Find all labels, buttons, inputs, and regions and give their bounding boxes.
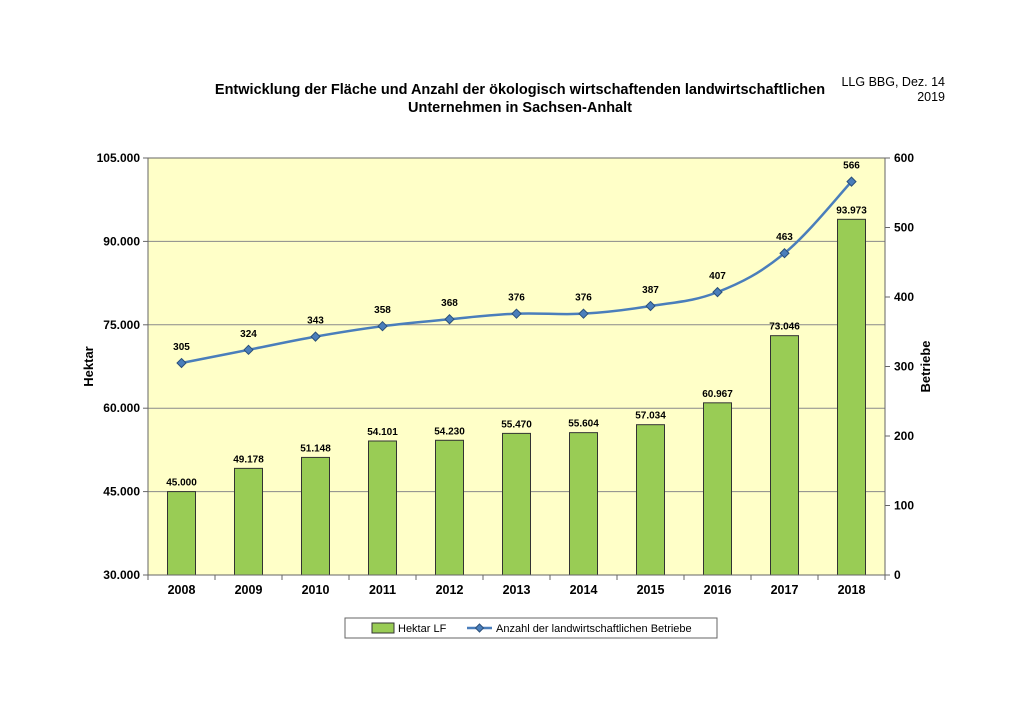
y-tick-label-right: 300 — [894, 360, 914, 374]
line-point — [310, 331, 321, 342]
bar-series — [167, 218, 866, 576]
line-value-label: 305 — [173, 342, 190, 353]
bar-value-label: 73.046 — [769, 322, 800, 333]
bar — [435, 439, 464, 576]
x-tick-label: 2013 — [503, 583, 531, 597]
line-point — [444, 314, 455, 325]
y-axis-label-right: Betriebe — [918, 340, 933, 392]
bar-value-label: 54.230 — [434, 426, 465, 437]
bar-value-label: 55.470 — [501, 419, 532, 430]
axes: 30.000 45.000 60.000 75.000 90.000 105.000 0 10… — [97, 151, 915, 597]
line-value-label: 376 — [575, 293, 592, 304]
line-value-label: 376 — [508, 293, 525, 304]
line-point — [377, 320, 388, 332]
line-value-label: 463 — [776, 232, 793, 243]
x-tick-label: 2008 — [168, 583, 196, 597]
x-tick-label: 2012 — [436, 583, 464, 597]
line-value-label: 368 — [441, 298, 458, 309]
line-value-label: 387 — [642, 285, 659, 296]
y-tick-label-left: 45.000 — [103, 485, 140, 499]
x-tick-label: 2015 — [637, 583, 665, 597]
y-tick-label-left: 30.000 — [103, 568, 140, 582]
x-tick-label: 2010 — [302, 583, 330, 597]
y-tick-label-right: 500 — [894, 221, 914, 235]
line-point — [578, 308, 589, 319]
y-tick-label-right: 400 — [894, 290, 914, 304]
bar — [569, 432, 598, 576]
x-tick-label: 2016 — [704, 583, 732, 597]
legend-marker-line — [474, 623, 485, 633]
bar-value-label: 45.000 — [166, 478, 197, 489]
source-line-2: 2019 — [917, 90, 945, 104]
chart-title-line-2: Unternehmen in Sachsen-Anhalt — [408, 100, 632, 116]
x-tick-label: 2014 — [570, 583, 598, 597]
bar-value-label: 60.967 — [702, 389, 733, 400]
x-tick-label: 2009 — [235, 583, 263, 597]
line-value-label: 407 — [709, 271, 726, 282]
data-labels: 45.000 49.178 51.148 54.101 54.230 55.470 55.6… — [166, 161, 867, 489]
bar — [301, 456, 330, 576]
line-value-label: 566 — [843, 161, 860, 172]
x-tick-label: 2018 — [838, 583, 866, 597]
y-tick-label-left: 75.000 — [103, 318, 140, 332]
line-point — [176, 357, 187, 369]
line-point — [846, 176, 857, 187]
bar — [368, 440, 397, 576]
line-value-label: 324 — [240, 329, 257, 340]
bar-value-label: 93.973 — [836, 205, 867, 216]
line-point — [712, 286, 723, 298]
y-tick-label-right: 200 — [894, 429, 914, 443]
bar-value-label: 57.034 — [635, 411, 666, 422]
chart-title-line-1: Entwicklung der Fläche und Anzahl der ök… — [214, 82, 826, 98]
legend-box — [344, 617, 718, 639]
y-tick-label-right: 100 — [894, 499, 914, 513]
line-point — [645, 300, 656, 312]
chart-title: Entwicklung der Fläche und Anzahl der ök… — [150, 81, 890, 117]
line-value-label: 343 — [307, 316, 324, 327]
source-note: LLG BBG, Dez. 14 2019 — [790, 75, 945, 105]
bar — [167, 491, 196, 576]
bar-value-label: 51.148 — [300, 443, 331, 454]
legend: Hektar LF Anzahl der landwirtschaftlichen… — [344, 617, 718, 639]
source-line-1: LLG BBG, Dez. 14 — [841, 75, 945, 89]
bar-value-label: 49.178 — [233, 454, 264, 465]
y-tick-label-left: 60.000 — [103, 401, 140, 415]
bar-value-label: 55.604 — [568, 419, 599, 430]
legend-label-bars: Hektar LF — [398, 623, 447, 635]
legend-swatch-bars — [371, 622, 395, 634]
legend-label-line: Anzahl der landwirtschaftlichen Betriebe — [496, 623, 692, 635]
line-point — [511, 308, 522, 319]
bar — [234, 467, 263, 576]
line-series — [176, 176, 857, 369]
bar — [770, 335, 799, 576]
line-point — [779, 248, 790, 259]
line-value-label: 358 — [374, 305, 391, 316]
bar — [703, 402, 732, 576]
y-axis-label-left: Hektar — [81, 346, 96, 386]
y-tick-label-right: 600 — [894, 151, 914, 165]
y-tick-label-right: 0 — [894, 568, 901, 582]
bar — [837, 218, 866, 576]
y-tick-label-left: 90.000 — [103, 234, 140, 248]
bar — [636, 424, 665, 576]
bar — [502, 432, 531, 576]
line-point — [243, 344, 254, 356]
y-tick-label-left: 105.000 — [97, 151, 141, 165]
x-tick-label: 2017 — [771, 583, 799, 597]
bar-value-label: 54.101 — [367, 427, 398, 438]
x-tick-label: 2011 — [369, 583, 396, 597]
